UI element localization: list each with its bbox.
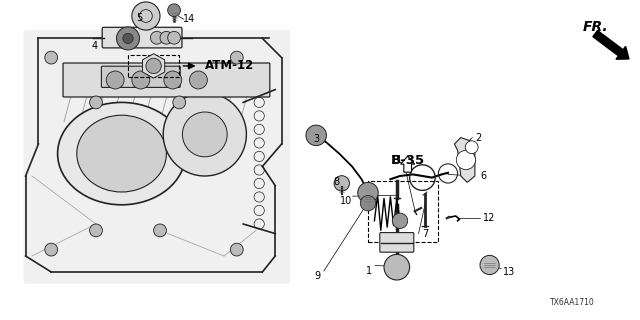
Text: FR.: FR. <box>582 20 608 34</box>
FancyArrow shape <box>593 30 629 59</box>
Bar <box>368 181 438 242</box>
Text: 2: 2 <box>476 132 482 143</box>
Ellipse shape <box>77 115 166 192</box>
Polygon shape <box>143 54 164 78</box>
Text: 14: 14 <box>182 14 195 24</box>
Circle shape <box>132 2 160 30</box>
Circle shape <box>392 213 408 228</box>
Text: 1: 1 <box>365 266 372 276</box>
Text: 6: 6 <box>480 171 486 181</box>
Circle shape <box>146 58 161 74</box>
Circle shape <box>168 4 180 17</box>
Circle shape <box>132 71 150 89</box>
Text: 10: 10 <box>340 196 353 206</box>
Text: ATM-12: ATM-12 <box>205 60 254 72</box>
Circle shape <box>90 224 102 237</box>
Circle shape <box>230 243 243 256</box>
Polygon shape <box>454 138 475 182</box>
Circle shape <box>384 254 410 280</box>
Text: 4: 4 <box>92 41 98 52</box>
Circle shape <box>90 96 102 109</box>
Ellipse shape <box>58 102 186 205</box>
Circle shape <box>106 71 124 89</box>
Circle shape <box>150 31 163 44</box>
Circle shape <box>456 150 476 170</box>
Text: 9: 9 <box>314 271 321 281</box>
Circle shape <box>123 33 133 44</box>
Circle shape <box>45 243 58 256</box>
Circle shape <box>306 125 326 146</box>
Circle shape <box>163 93 246 176</box>
Text: 13: 13 <box>502 267 515 277</box>
FancyArrow shape <box>401 156 415 172</box>
Circle shape <box>480 255 499 275</box>
Circle shape <box>173 96 186 109</box>
Circle shape <box>154 224 166 237</box>
Text: 11: 11 <box>390 155 403 165</box>
FancyBboxPatch shape <box>24 30 290 284</box>
FancyBboxPatch shape <box>101 66 180 87</box>
Bar <box>128 55 179 77</box>
Circle shape <box>189 71 207 89</box>
Circle shape <box>465 141 478 154</box>
Text: TX6AA1710: TX6AA1710 <box>550 298 595 307</box>
Circle shape <box>45 51 58 64</box>
Text: 12: 12 <box>483 212 496 223</box>
Circle shape <box>358 182 378 203</box>
Circle shape <box>230 51 243 64</box>
Circle shape <box>360 196 376 211</box>
Circle shape <box>160 31 173 44</box>
Text: B-35: B-35 <box>390 154 425 166</box>
Circle shape <box>164 71 182 89</box>
Circle shape <box>168 31 180 44</box>
Text: 3: 3 <box>313 134 319 144</box>
Text: 5: 5 <box>136 12 143 23</box>
Text: 8: 8 <box>333 177 340 188</box>
Text: 7: 7 <box>422 228 428 239</box>
Circle shape <box>116 27 140 50</box>
FancyBboxPatch shape <box>63 63 270 97</box>
Circle shape <box>182 112 227 157</box>
Circle shape <box>334 176 349 191</box>
FancyBboxPatch shape <box>102 27 182 48</box>
FancyBboxPatch shape <box>380 233 414 252</box>
